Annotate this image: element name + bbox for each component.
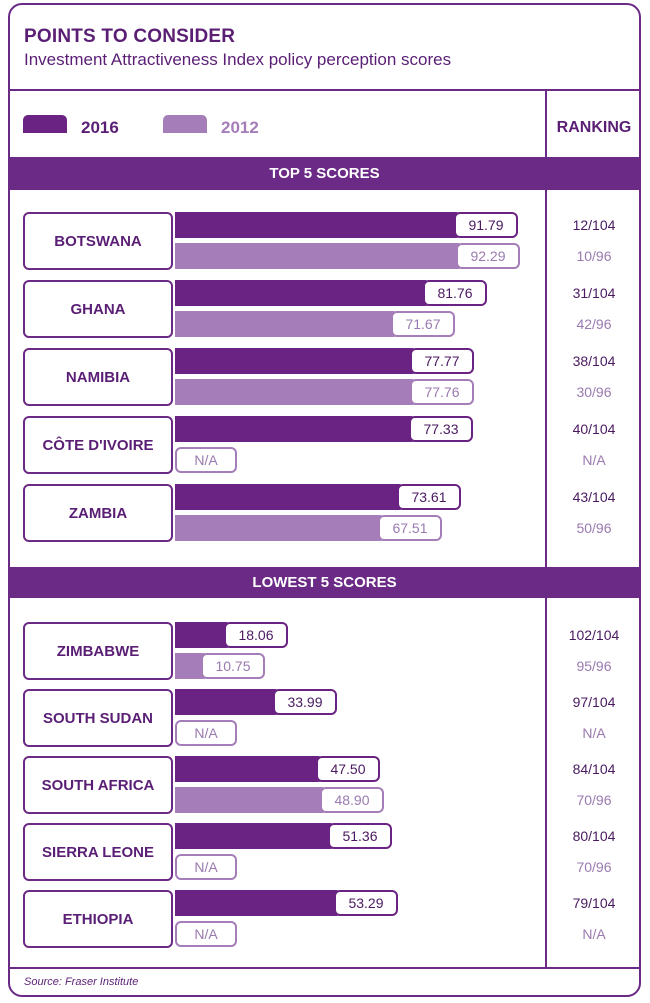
bar-2016 [175, 280, 431, 306]
legend-swatch-2016 [23, 115, 67, 133]
rank-2012: N/A [582, 452, 606, 468]
bar-2012 [175, 379, 418, 405]
data-label-2016: 77.33 [409, 416, 473, 442]
bar-2016 [175, 890, 342, 916]
country-label: ZAMBIA [23, 484, 173, 542]
country-label: SOUTH SUDAN [23, 689, 173, 747]
country-label: SOUTH AFRICA [23, 756, 173, 814]
footer-divider [8, 967, 641, 969]
country-label: BOTSWANA [23, 212, 173, 270]
page-title: POINTS TO CONSIDER [24, 26, 236, 47]
rank-2012: 30/96 [576, 384, 612, 400]
country-label: ZIMBABWE [23, 622, 173, 680]
data-label-2016: 33.99 [273, 689, 337, 715]
rank-2016: 102/104 [568, 627, 620, 643]
ranking-divider-lowest [545, 598, 547, 967]
rank-2016: 84/104 [572, 761, 616, 777]
ranking-divider-top [545, 190, 547, 567]
na-label-2012: N/A [175, 921, 237, 947]
bar-2016 [175, 756, 324, 782]
chart-frame [8, 3, 641, 997]
data-label-2012: 48.90 [320, 787, 384, 813]
na-label-2012: N/A [175, 447, 237, 473]
country-label: CÔTE D'IVOIRE [23, 416, 173, 474]
bar-2012 [175, 243, 464, 269]
bar-2016 [175, 212, 462, 238]
rank-2016: 97/104 [572, 694, 616, 710]
bar-2016 [175, 622, 232, 648]
data-label-2016: 53.29 [334, 890, 398, 916]
data-label-2012: 67.51 [378, 515, 442, 541]
rank-2016: 38/104 [572, 353, 616, 369]
rank-2012: 70/96 [576, 859, 612, 875]
ranking-divider-header [545, 89, 547, 157]
country-label: ETHIOPIA [23, 890, 173, 948]
rank-2012: N/A [582, 926, 606, 942]
rank-2016: 12/104 [572, 217, 616, 233]
bar-2012 [175, 311, 399, 337]
section-band-lowest: LOWEST 5 SCORES [8, 567, 641, 598]
legend-label-2012: 2012 [221, 118, 259, 137]
data-label-2016: 51.36 [328, 823, 392, 849]
bar-2012 [175, 515, 386, 541]
rank-2012: 50/96 [576, 520, 612, 536]
na-label-2012: N/A [175, 854, 237, 880]
na-label-2012: N/A [175, 720, 237, 746]
bar-2016 [175, 416, 417, 442]
rank-2012: 95/96 [576, 658, 612, 674]
legend-swatch-2012 [163, 115, 207, 133]
data-label-2016: 77.77 [410, 348, 474, 374]
source-note: Source: Fraser Institute [24, 976, 139, 988]
legend-label-2016: 2016 [81, 118, 119, 137]
data-label-2016: 73.61 [397, 484, 461, 510]
data-label-2016: 47.50 [316, 756, 380, 782]
rank-2016: 43/104 [572, 489, 616, 505]
data-label-2012: 92.29 [456, 243, 520, 269]
data-label-2012: 71.67 [391, 311, 455, 337]
data-label-2016: 81.76 [423, 280, 487, 306]
rank-2016: 31/104 [572, 285, 616, 301]
rank-2016: 79/104 [572, 895, 616, 911]
bar-2016 [175, 689, 281, 715]
ranking-column-header: RANKING [556, 119, 632, 136]
rank-2012: N/A [582, 725, 606, 741]
bar-2012 [175, 787, 328, 813]
country-label: GHANA [23, 280, 173, 338]
rank-2012: 10/96 [576, 248, 612, 264]
rank-2016: 40/104 [572, 421, 616, 437]
data-label-2012: 77.76 [410, 379, 474, 405]
bar-2016 [175, 823, 336, 849]
data-label-2016: 18.06 [224, 622, 288, 648]
page-subtitle: Investment Attractiveness Index policy p… [24, 50, 452, 69]
data-label-2012: 10.75 [201, 653, 265, 679]
section-band-top: TOP 5 SCORES [8, 157, 641, 190]
rank-2012: 70/96 [576, 792, 612, 808]
data-label-2016: 91.79 [454, 212, 518, 238]
country-label: NAMIBIA [23, 348, 173, 406]
header-divider [8, 89, 641, 91]
rank-2016: 80/104 [572, 828, 616, 844]
country-label: SIERRA LEONE [23, 823, 173, 881]
bar-2016 [175, 484, 405, 510]
rank-2012: 42/96 [576, 316, 612, 332]
bar-2016 [175, 348, 418, 374]
